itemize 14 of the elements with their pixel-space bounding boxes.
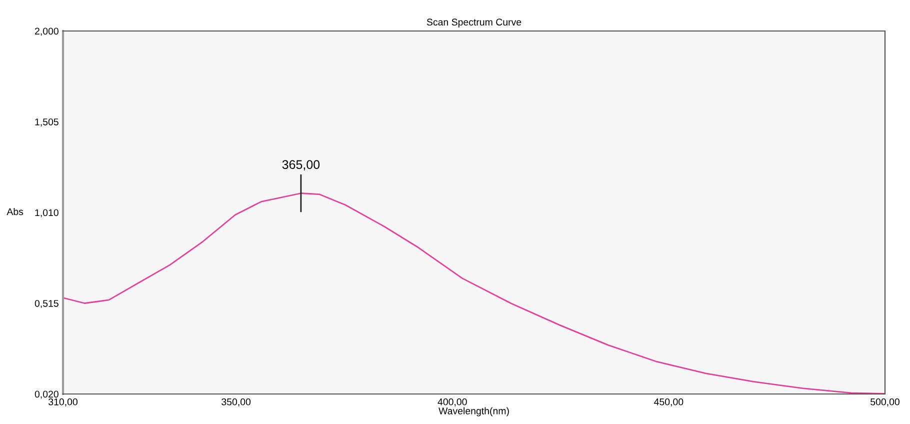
y-axis-title: Abs [6,208,24,216]
chart-title: Scan Spectrum Curve [426,18,522,28]
x-tick-label: 310,00 [48,398,78,406]
y-tick-label: 0,020 [34,390,58,399]
x-tick-label: 500,00 [870,398,900,406]
x-tick-label: 350,00 [222,398,251,406]
x-axis-title: Wavelength(nm) [438,407,509,416]
y-tick-label: 1,010 [35,209,58,218]
y-tick-label: 1,505 [35,118,58,127]
y-tick-label: 0,515 [34,300,58,308]
annotation: 365,00 [282,160,320,170]
x-tick-label: 400,00 [438,398,467,406]
x-tick-label: 450,00 [654,398,684,406]
y-tick-label: 2,000 [34,28,58,36]
